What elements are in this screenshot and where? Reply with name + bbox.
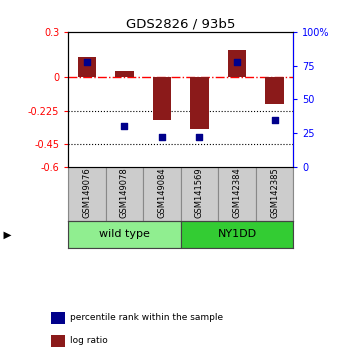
- Bar: [256, 167, 293, 221]
- Text: GSM142385: GSM142385: [270, 167, 279, 218]
- Bar: [68, 167, 106, 221]
- Bar: [190, 77, 209, 129]
- Bar: [143, 167, 181, 221]
- Bar: [265, 77, 284, 104]
- Text: GSM149078: GSM149078: [120, 167, 129, 218]
- Text: GSM149076: GSM149076: [83, 167, 91, 218]
- Text: NY1DD: NY1DD: [218, 229, 256, 239]
- Point: [122, 124, 127, 129]
- Text: log ratio: log ratio: [70, 336, 108, 346]
- Bar: [68, 221, 181, 248]
- Text: GSM142384: GSM142384: [233, 167, 241, 218]
- Point: [272, 117, 277, 122]
- Point: [197, 134, 202, 140]
- Bar: [152, 77, 171, 120]
- Text: GSM149084: GSM149084: [158, 167, 166, 218]
- Point: [84, 59, 90, 64]
- Bar: [181, 167, 218, 221]
- Text: percentile rank within the sample: percentile rank within the sample: [70, 313, 223, 322]
- Bar: [181, 221, 293, 248]
- Text: GSM141569: GSM141569: [195, 167, 204, 218]
- Point: [159, 134, 165, 140]
- Bar: [218, 167, 256, 221]
- Text: wild type: wild type: [99, 229, 150, 239]
- Title: GDS2826 / 93b5: GDS2826 / 93b5: [126, 18, 235, 31]
- Bar: [227, 50, 246, 77]
- Point: [234, 59, 240, 64]
- Bar: [106, 167, 143, 221]
- Bar: [78, 57, 96, 77]
- Text: strain  ▶: strain ▶: [0, 229, 11, 239]
- Bar: [115, 71, 134, 77]
